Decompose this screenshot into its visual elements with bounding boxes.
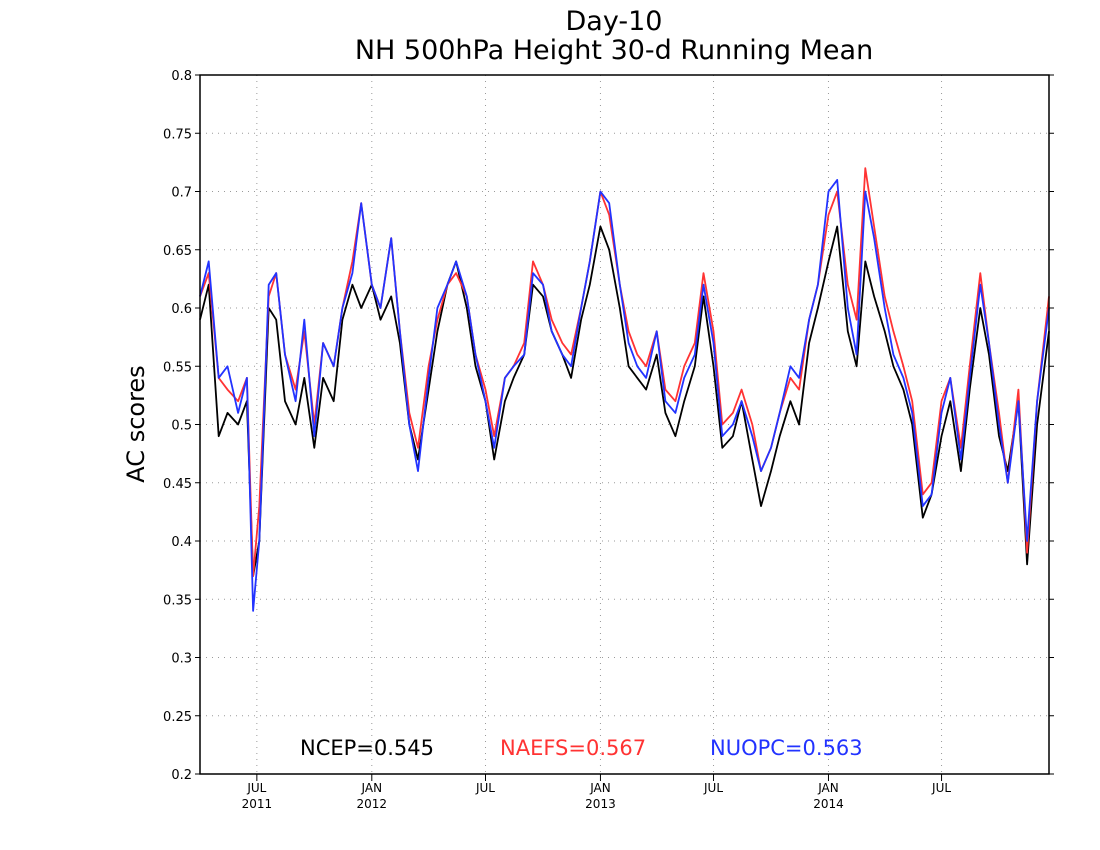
series-layer xyxy=(199,167,1050,612)
plot-frame xyxy=(199,74,1050,775)
x-tick-month-label: JAN xyxy=(361,781,383,795)
y-tick-label: 0.8 xyxy=(171,69,192,84)
x-tick-month-label: JUL xyxy=(475,781,495,795)
chart-subtitle: NH 500hPa Height 30-d Running Mean xyxy=(355,35,873,66)
y-tick-label: 0.25 xyxy=(163,710,192,725)
y-tick-label: 0.2 xyxy=(171,768,192,783)
ncep-mean-label: NCEP=0.545 xyxy=(300,736,434,760)
y-axis-label: AC scores xyxy=(122,365,150,482)
x-tick-year-label: 2012 xyxy=(357,797,388,811)
y-tick-label: 0.35 xyxy=(163,593,192,608)
y-tick-label: 0.55 xyxy=(163,360,192,375)
x-tick-month-label: JAN xyxy=(589,781,611,795)
x-tick-month-label: JUL xyxy=(931,781,951,795)
naefs-mean-label: NAEFS=0.567 xyxy=(500,736,646,760)
chart-title: Day-10 xyxy=(566,6,663,37)
x-tick-year-label: 2013 xyxy=(585,797,616,811)
y-axis-ticks: 0.2 0.25 0.3 0.35 0.4 0.45 0.5 0.55 0.6 0.65 0.7 0.… xyxy=(163,69,1054,783)
y-tick-label: 0.4 xyxy=(171,535,192,550)
y-tick-label: 0.65 xyxy=(163,244,192,259)
grid-layer xyxy=(200,75,1049,774)
x-tick-month-label: JAN xyxy=(817,781,839,795)
x-tick-month-label: JUL xyxy=(246,781,266,795)
series-line-nuopc xyxy=(199,178,1050,612)
nuopc-mean-label: NUOPC=0.563 xyxy=(710,736,863,760)
series-line-ncep xyxy=(199,225,1050,577)
x-tick-year-label: 2011 xyxy=(242,797,273,811)
x-tick-month-label: JUL xyxy=(703,781,723,795)
x-axis-ticks: JUL 2011 JAN 2012 JUL JAN 2013 JUL JAN 2014 JUL xyxy=(242,774,951,811)
y-tick-label: 0.3 xyxy=(171,652,192,667)
x-tick-year-label: 2014 xyxy=(813,797,844,811)
y-tick-label: 0.5 xyxy=(171,419,192,434)
y-tick-label: 0.6 xyxy=(171,302,192,317)
y-tick-label: 0.75 xyxy=(163,127,192,142)
y-tick-label: 0.45 xyxy=(163,477,192,492)
y-tick-label: 0.7 xyxy=(171,186,192,201)
